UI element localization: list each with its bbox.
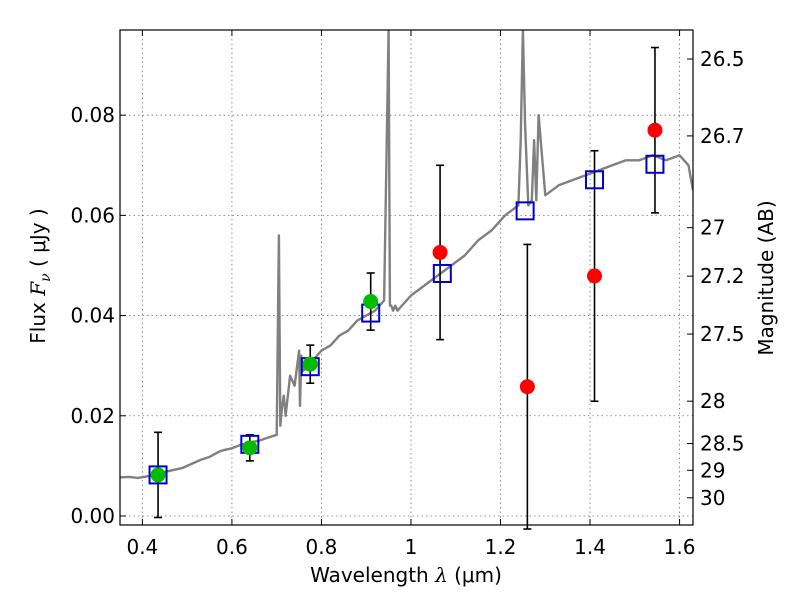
upper-limit-point: [432, 244, 448, 260]
model-point: [148, 465, 168, 485]
upper-limit-point: [587, 268, 603, 284]
model-point: [585, 170, 605, 190]
x-tick-label: 1: [405, 535, 418, 559]
x-tick-label: 1.4: [574, 535, 606, 559]
y-tick-label: 0.06: [70, 203, 115, 227]
upper-limit-point: [647, 122, 663, 138]
y2-tick-label: 28: [700, 389, 725, 413]
x-tick-label: 0.8: [306, 535, 338, 559]
upper-limit-point: [519, 379, 535, 395]
detection-point: [302, 356, 318, 372]
model-point: [515, 201, 535, 221]
x-tick-label: 0.4: [126, 535, 158, 559]
y2-tick-label: 28.5: [700, 432, 745, 456]
grid: [120, 30, 693, 525]
x-tick-label: 1.6: [664, 535, 696, 559]
y-tick-label: 0.02: [70, 404, 115, 428]
model-points: [148, 154, 665, 485]
y-axis-title: Flux Fν ( μJy ): [26, 208, 54, 343]
detection-point: [363, 294, 379, 310]
y2-tick-label: 27: [700, 216, 725, 240]
y2-tick-label: 30: [700, 486, 725, 510]
y2-axis-title: Magnitude (AB): [754, 200, 778, 355]
x-tick-label: 0.6: [216, 535, 248, 559]
x-axis-title: Wavelength λ (μm): [310, 563, 502, 587]
model-spectrum: [120, 30, 693, 480]
plot-frame: [119, 29, 694, 526]
model-spectrum-line: [120, 30, 693, 480]
y-tick-label: 0.08: [70, 103, 115, 127]
detection-point: [242, 440, 258, 456]
model-point: [645, 154, 665, 174]
y-tick-labels: 0.00 0.02 0.04 0.06 0.08: [70, 103, 115, 528]
error-bars: [154, 46, 659, 530]
x-tick-label: 1.2: [485, 535, 517, 559]
y-tick-label: 0.04: [70, 304, 115, 328]
y2-tick-label: 29: [700, 458, 725, 482]
observed-points: [150, 122, 663, 483]
y2-tick-label: 27.5: [700, 322, 745, 346]
y-tick-label: 0.00: [70, 504, 115, 528]
y2-tick-label: 26.7: [700, 124, 745, 148]
y2-tick-label: 27.2: [700, 264, 745, 288]
axis-ticks: [120, 30, 693, 525]
y2-tick-labels: 26.5 26.7 27 27.2 27.5 28 28.529 30: [700, 47, 745, 510]
y2-tick-label: 26.5: [700, 47, 745, 71]
x-tick-labels: 0.4 0.6 0.8 1 1.2 1.4 1.6: [126, 535, 695, 559]
detection-point: [150, 467, 166, 483]
model-point: [432, 263, 452, 283]
